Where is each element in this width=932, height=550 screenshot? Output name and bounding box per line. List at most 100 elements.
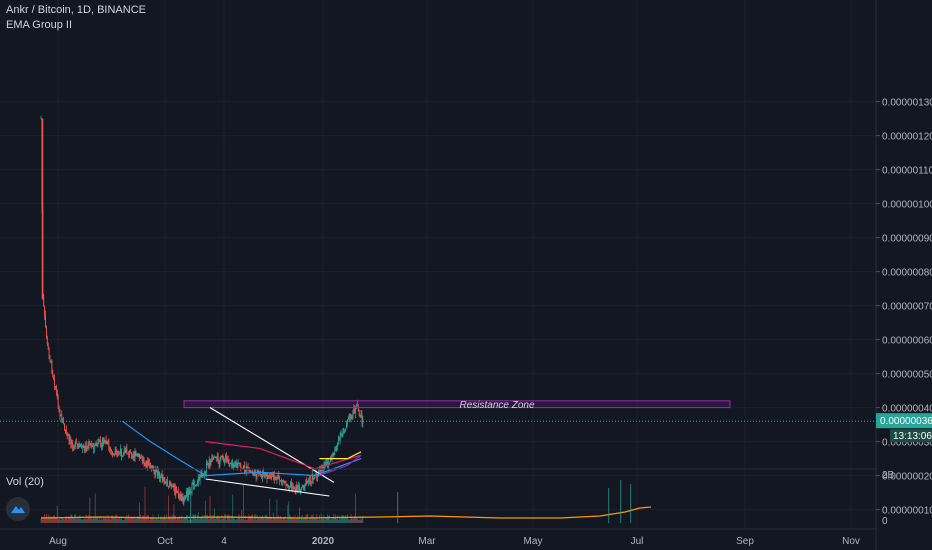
candle-body <box>51 360 53 372</box>
candle-body <box>206 463 208 465</box>
volume-legend[interactable]: Vol (20) <box>6 476 44 488</box>
price-axis[interactable]: 0.00000130 0.00000120 0.00000110 0.00000100… <box>876 98 932 517</box>
candle-body <box>250 471 252 473</box>
volume-bar <box>177 518 178 523</box>
candle-body <box>256 472 258 477</box>
candle-body <box>109 447 111 449</box>
volume-bar <box>285 519 287 523</box>
candle-body <box>178 494 180 499</box>
volume-bar <box>111 515 112 523</box>
grid <box>0 0 876 529</box>
candle-body <box>114 450 116 454</box>
volume-axis: 2B 0 <box>882 470 895 527</box>
volume-bar <box>308 519 310 523</box>
wedge-lower-line <box>205 478 330 497</box>
volume-bar <box>240 519 242 523</box>
candle-body <box>141 456 143 461</box>
volume-bar <box>280 515 282 523</box>
price-tick-label: 0.00000120 <box>882 132 932 143</box>
volume-bar <box>132 518 134 523</box>
candle-body <box>81 444 83 449</box>
candle-body <box>311 474 313 482</box>
volume-bar <box>191 519 193 523</box>
volume-bar <box>157 519 159 523</box>
candle-body <box>149 463 150 466</box>
candle-body <box>230 462 232 464</box>
volume-bar <box>102 519 103 523</box>
candle-body <box>309 479 311 483</box>
candle-body <box>83 445 85 451</box>
candle-body <box>274 478 276 480</box>
candle-body <box>348 417 350 419</box>
volume-bar <box>89 497 91 523</box>
volume-bar <box>346 516 348 523</box>
time-axis[interactable]: Aug Oct 4 2020 Mar May Jul Sep Nov <box>49 536 860 547</box>
volume-bar <box>303 517 305 523</box>
candle-body <box>127 453 129 455</box>
candle-body <box>248 468 250 472</box>
volume-bar <box>322 518 324 523</box>
candle-body <box>55 386 56 389</box>
volume-bar <box>149 517 151 523</box>
candle-body <box>224 459 225 463</box>
tradingview-logo-icon[interactable] <box>6 497 30 521</box>
candle-body <box>90 444 92 446</box>
volume-bar <box>44 514 46 523</box>
candle-body <box>302 485 304 489</box>
volume-spike <box>190 487 192 523</box>
volume-bar <box>277 516 279 523</box>
volume-bar <box>242 518 244 523</box>
volume-bar <box>318 515 320 523</box>
volume-bar <box>65 516 67 523</box>
candle-body <box>176 488 178 493</box>
candle-body <box>197 477 199 484</box>
candle-body <box>355 407 357 414</box>
volume-bar <box>187 519 189 523</box>
volume-bar <box>221 515 223 523</box>
volume-bar <box>252 514 253 523</box>
candle-body <box>137 454 139 457</box>
candle-body <box>338 437 340 440</box>
volume-bar <box>328 515 329 523</box>
volume-bar <box>287 505 289 523</box>
candle-body <box>208 460 210 466</box>
volume-bar <box>323 515 325 523</box>
volume-bar <box>310 514 312 523</box>
volume-bar <box>186 515 187 523</box>
volume-bar <box>319 519 321 523</box>
candle-body <box>160 473 162 477</box>
candle-body <box>170 485 172 487</box>
candle-body <box>92 445 93 447</box>
volume-bar <box>249 517 251 523</box>
volume-bar <box>88 515 90 523</box>
candle-body <box>91 444 93 446</box>
volume-bar <box>56 505 58 523</box>
indicator-legend[interactable]: EMA Group II <box>6 19 73 31</box>
candle-body <box>188 489 190 495</box>
volume-bar <box>232 494 234 523</box>
volume-bar <box>244 515 246 523</box>
candle-body <box>326 462 328 464</box>
volume-bar <box>238 514 240 523</box>
candle-body <box>290 482 291 488</box>
candle-body <box>212 458 214 460</box>
candle-body <box>70 439 72 444</box>
volume-bar <box>235 519 237 523</box>
candle-body <box>67 435 69 437</box>
candle-body <box>347 419 348 424</box>
volume-bar <box>185 517 187 523</box>
volume-bar <box>122 519 124 523</box>
volume-bar <box>230 519 232 523</box>
candle-body <box>258 470 260 473</box>
symbol-legend[interactable]: Ankr / Bitcoin, 1D, BINANCE <box>6 4 146 16</box>
volume-bar <box>356 516 357 523</box>
candle-body <box>79 444 81 446</box>
candle-body <box>358 410 360 416</box>
volume-bar <box>83 518 85 523</box>
volume-bar <box>270 516 272 523</box>
volume-bar <box>309 518 310 523</box>
candle-body <box>231 462 233 467</box>
volume-bar <box>237 517 239 523</box>
candle-body <box>228 460 230 464</box>
